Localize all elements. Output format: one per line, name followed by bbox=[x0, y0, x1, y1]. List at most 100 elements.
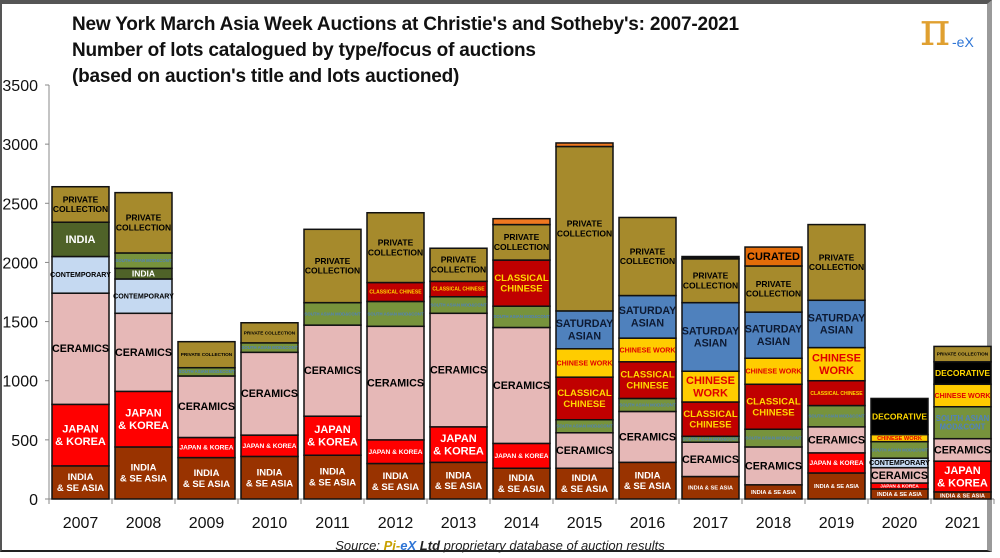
segment-label: INDIA & SE ASIA bbox=[751, 490, 796, 496]
segment-label: SATURDAY ASIAN bbox=[682, 325, 740, 349]
segment-label: CERAMICS bbox=[493, 380, 550, 392]
segment-label: INDIA & SE ASIA bbox=[246, 467, 293, 489]
bar-segment-pc-2019 bbox=[807, 223, 866, 302]
segment-label: SOUTH ASIAN MOD&CONT bbox=[368, 311, 424, 316]
segment-label: CLASSICAL CHINESE bbox=[810, 391, 863, 397]
y-tick-label: 2000 bbox=[2, 255, 38, 272]
segment-label: CLASSICAL CHINESE bbox=[557, 388, 612, 410]
segment-label: JAPAN & KOREA bbox=[937, 465, 988, 490]
pi-ex-logo: π -eX bbox=[920, 2, 980, 60]
y-tick-label: 1000 bbox=[2, 374, 38, 391]
segment-label: CLASSICAL CHINESE bbox=[746, 396, 801, 418]
segment-label: PRIVATE COLLECTION bbox=[305, 256, 360, 276]
bar-segment-cer-2009 bbox=[177, 375, 236, 439]
x-tick-label-2007: 2007 bbox=[63, 515, 99, 532]
segment-label: INDIA & SE ASIA bbox=[498, 473, 545, 495]
bar-segment-pc-2016 bbox=[618, 216, 677, 297]
segment-label: INDIA & SE ASIA bbox=[940, 493, 985, 499]
logo-pi: π bbox=[920, 2, 951, 56]
segment-label: INDIA & SE ASIA bbox=[120, 463, 167, 485]
segment-label: INDIA & SE ASIA bbox=[688, 486, 733, 492]
bar-segment-jk-2011 bbox=[303, 415, 362, 456]
x-tick-label-2009: 2009 bbox=[189, 515, 225, 532]
bar-segment-cer-2010 bbox=[240, 351, 299, 436]
segment-label: CHINESE WORK bbox=[935, 392, 992, 400]
bar-segment-is-2012 bbox=[366, 462, 425, 500]
segment-label: SOUTH ASIAN MOD&CONT bbox=[179, 369, 235, 374]
x-tick-label-2008: 2008 bbox=[126, 515, 162, 532]
chart-subtitle-note: (based on auction's title and lots aucti… bbox=[72, 66, 460, 87]
segment-label: JAPAN & KOREA bbox=[55, 423, 106, 448]
bar-segment-jk-2007 bbox=[51, 403, 110, 467]
bar-segment-cer-2017 bbox=[681, 441, 740, 478]
bar-segment-oth-2015 bbox=[555, 142, 614, 148]
bar-segment-sat-2019 bbox=[807, 299, 866, 349]
segment-label: SATURDAY ASIAN bbox=[808, 312, 866, 336]
bar-segment-pc-2011 bbox=[303, 228, 362, 304]
bar-segment-pc-2008 bbox=[114, 191, 173, 254]
segment-label: PRIVATE COLLECTION bbox=[431, 255, 486, 275]
segment-label: SATURDAY ASIAN bbox=[745, 324, 803, 348]
x-tick-label-2019: 2019 bbox=[819, 515, 855, 532]
segment-label: CHINESE WORK bbox=[812, 352, 861, 377]
segment-label: PRIVATE COLLECTION bbox=[557, 219, 612, 239]
segment-label: SOUTH ASIAN MOD&CONT bbox=[620, 402, 676, 407]
segment-label: SOUTH ASIAN MOD&CONT bbox=[872, 447, 928, 452]
y-tick-label: 0 bbox=[29, 492, 38, 509]
segment-label: CERAMICS bbox=[745, 460, 802, 472]
segment-label: CERAMICS bbox=[808, 434, 865, 446]
x-tick-label-2014: 2014 bbox=[504, 515, 540, 532]
y-tick-label: 500 bbox=[11, 433, 38, 450]
bar-segment-is-2007 bbox=[51, 465, 110, 500]
segment-label: INDIA & SE ASIA bbox=[877, 492, 922, 498]
segment-label: DECORATIVE bbox=[872, 411, 927, 421]
segment-label: CERAMICS bbox=[367, 378, 424, 390]
x-tick-label-2020: 2020 bbox=[882, 515, 918, 532]
segment-label: SOUTH ASIAN MOD&CONT bbox=[557, 424, 613, 429]
bar-segment-pc-2009 bbox=[177, 340, 236, 369]
bar-segment-cc-2018 bbox=[744, 383, 803, 430]
segment-label: CLASSICAL CHINESE bbox=[620, 370, 675, 392]
bar-segment-pc-2014 bbox=[492, 223, 551, 261]
segment-label: CHINESE WORK bbox=[877, 436, 923, 442]
segment-label: CERAMICS bbox=[241, 388, 298, 400]
y-tick-label: 1500 bbox=[2, 315, 38, 332]
segment-label: INDIA & SE ASIA bbox=[624, 470, 671, 492]
logo-suffix: -eX bbox=[952, 34, 974, 50]
x-tick-label-2013: 2013 bbox=[441, 515, 477, 532]
bar-segment-jk-2014 bbox=[492, 442, 551, 469]
segment-label: INDIA & SE ASIA bbox=[57, 472, 104, 494]
segment-label: JAPAN & KOREA bbox=[242, 443, 296, 450]
bar-segment-cer-2012 bbox=[366, 325, 425, 441]
segment-label: CERAMICS bbox=[430, 365, 487, 377]
bar-segment-is-2013 bbox=[429, 461, 488, 500]
source-prefix: Source: bbox=[335, 538, 381, 553]
segment-label: INDIA & SE ASIA bbox=[814, 484, 859, 490]
bar-segment-cer-2014 bbox=[492, 326, 551, 445]
segment-label: SOUTH ASIAN MOD&CONT bbox=[494, 314, 550, 319]
segment-label: JAPAN & KOREA bbox=[880, 484, 919, 489]
segment-label: CONTEMPORARY bbox=[113, 293, 174, 301]
bar-segment-sa-2021 bbox=[933, 405, 992, 440]
segment-label: INDIA & SE ASIA bbox=[183, 468, 230, 490]
segment-label: CERAMICS bbox=[556, 445, 613, 457]
segment-label: PRIVATE COLLECTION bbox=[937, 352, 989, 357]
y-tick-label: 2500 bbox=[2, 196, 38, 213]
bar-segment-sat-2016 bbox=[618, 294, 677, 339]
segment-label: CERAMICS bbox=[619, 431, 676, 443]
bar-segment-cc-2017 bbox=[681, 401, 740, 438]
x-tick-label-2021: 2021 bbox=[945, 515, 981, 532]
segment-label: CHINESE WORK bbox=[620, 346, 677, 354]
segment-label: SOUTH ASIAN MOD&CONT bbox=[936, 414, 990, 432]
segment-label: JAPAN & KOREA bbox=[368, 449, 422, 456]
source-rest: proprietary database of auction results bbox=[443, 538, 665, 553]
segment-label: INDIA & SE ASIA bbox=[309, 467, 356, 489]
segment-label: SATURDAY ASIAN bbox=[619, 305, 677, 329]
bar-segment-pc-2007 bbox=[51, 185, 110, 223]
bar-segment-is-2009 bbox=[177, 456, 236, 500]
bar-segment-cw-2018 bbox=[744, 357, 803, 386]
x-tick-label-2017: 2017 bbox=[693, 515, 729, 532]
source-ex: eX bbox=[400, 538, 417, 553]
bar-segment-is-2019 bbox=[807, 472, 866, 500]
segment-label: INDIA bbox=[132, 268, 155, 278]
